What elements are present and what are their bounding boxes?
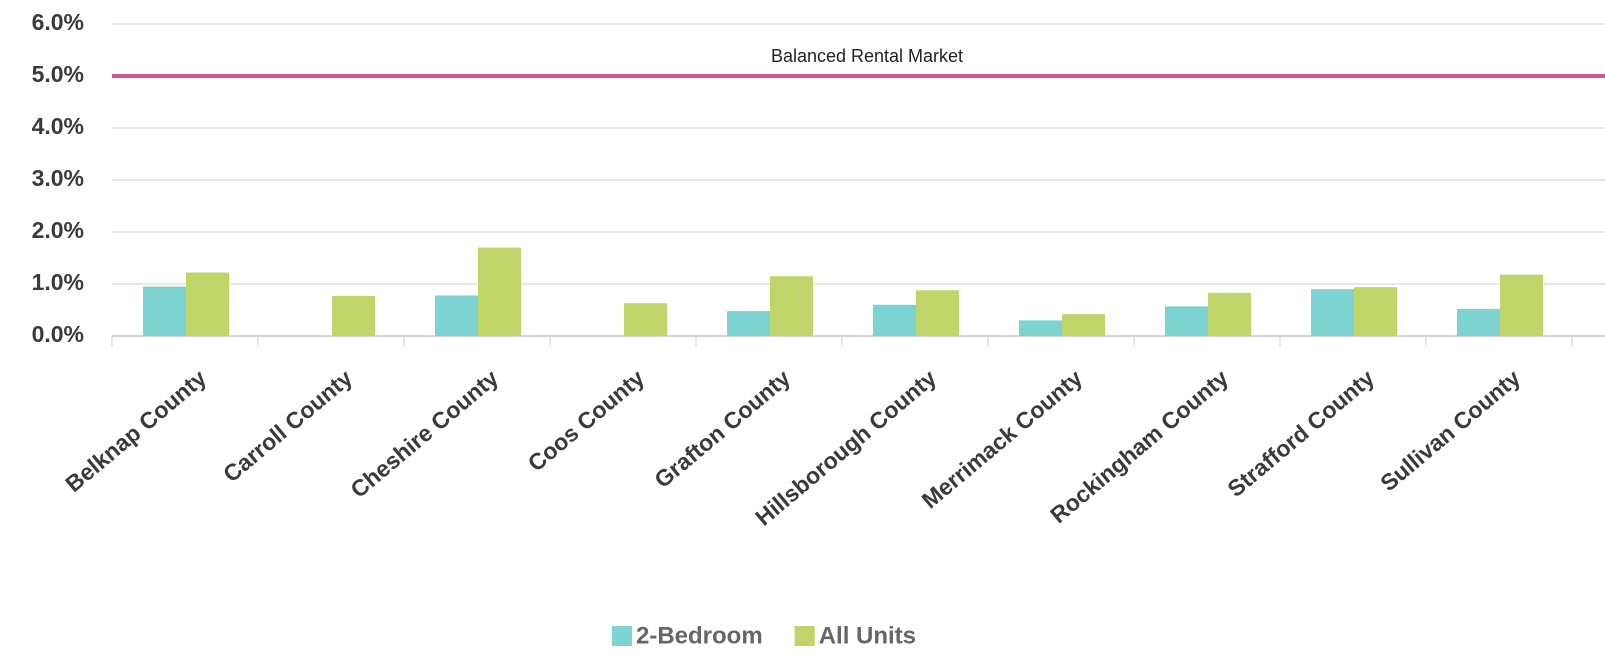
bar (1354, 287, 1397, 336)
x-tick-label: Carroll County (218, 364, 357, 487)
bar (1457, 308, 1500, 336)
x-tick-label: Coos County (523, 364, 649, 476)
bar (478, 247, 521, 336)
x-tick-label: Belknap County (60, 364, 211, 497)
bar (1311, 289, 1354, 336)
bar (873, 304, 916, 336)
x-tick-label: Sullivan County (1375, 364, 1525, 496)
y-tick-label: 0.0% (32, 321, 84, 347)
x-tick-label: Merrimack County (917, 364, 1088, 513)
y-tick-label: 2.0% (32, 217, 84, 243)
bar (727, 311, 770, 336)
y-tick-label: 1.0% (32, 269, 84, 295)
reference-label: Balanced Rental Market (771, 46, 963, 66)
y-tick-label: 5.0% (32, 61, 84, 87)
y-tick-label: 6.0% (32, 9, 84, 35)
bar (624, 303, 667, 336)
legend-label: All Units (819, 622, 916, 649)
bar (1208, 292, 1251, 336)
bar (143, 286, 186, 336)
bar (1019, 320, 1062, 336)
bar (1062, 314, 1105, 336)
bar (916, 290, 959, 336)
x-tick-label: Strafford County (1222, 364, 1379, 501)
bar (1500, 274, 1543, 336)
legend-label: 2-Bedroom (636, 622, 763, 649)
x-tick-label: Grafton County (649, 364, 795, 492)
y-tick-label: 3.0% (32, 165, 84, 191)
legend-swatch (794, 626, 815, 646)
y-tick-label: 4.0% (32, 113, 84, 139)
bar (332, 295, 375, 336)
legend-swatch (612, 626, 632, 646)
bar (435, 295, 478, 336)
bar (1165, 306, 1208, 336)
bar (770, 276, 813, 336)
x-tick-label: Cheshire County (345, 364, 503, 502)
bar (186, 272, 229, 336)
